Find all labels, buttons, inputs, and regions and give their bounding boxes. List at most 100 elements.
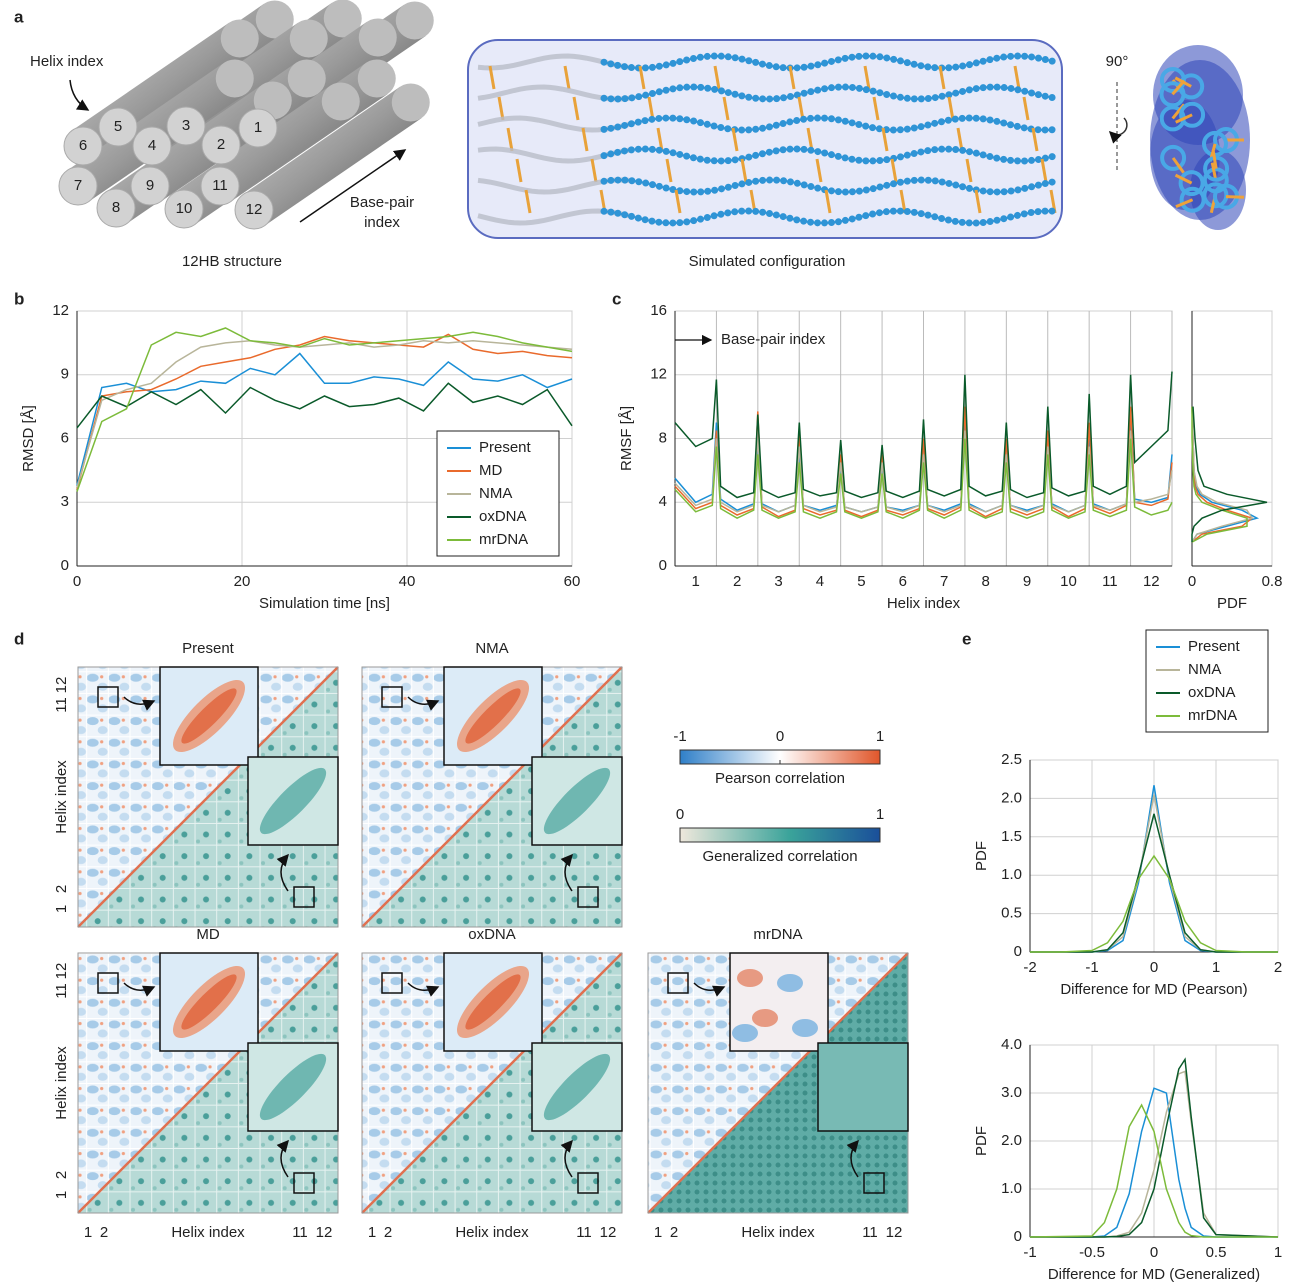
- y-axis-label: PDF: [973, 841, 990, 871]
- colorbar-tick-label: 1: [876, 806, 884, 823]
- colorbar-tick-label: 1: [876, 728, 884, 745]
- inset-blob: [792, 1019, 818, 1037]
- colorbar-label: Generalized correlation: [702, 848, 857, 865]
- panel-label: d: [14, 629, 24, 648]
- heatmap-axis-label: Helix index: [171, 1224, 245, 1241]
- helix-number: 10: [176, 200, 193, 217]
- legend-label: oxDNA: [1188, 684, 1236, 701]
- y-tick-label: 3: [61, 493, 69, 510]
- x-tick-label: 1: [692, 573, 700, 590]
- heatmap-tick-label: 1: [53, 1191, 70, 1199]
- x-tick-label: 5: [857, 573, 865, 590]
- x-tick-label: -0.5: [1079, 1244, 1105, 1261]
- y-tick-label: 3.0: [1001, 1084, 1022, 1101]
- colorbar: [680, 828, 880, 842]
- rotation-arrow: [1110, 118, 1127, 135]
- y-axis-label: PDF: [973, 1126, 990, 1156]
- legend-label: mrDNA: [1188, 707, 1237, 724]
- y-tick-label: 16: [650, 302, 667, 319]
- x-tick-label: 0: [73, 573, 81, 590]
- inset-generalized: [818, 1043, 908, 1131]
- x-axis-label: Helix index: [887, 595, 961, 612]
- helix-body-end: [221, 19, 259, 57]
- x-tick-label: 1: [1212, 959, 1220, 976]
- helix-body-end: [290, 19, 328, 57]
- legend-label: Present: [1188, 638, 1241, 655]
- colorbar-tick-label: 0: [776, 728, 784, 745]
- x-tick-label: 11: [1102, 573, 1118, 590]
- heatmap-title: Present: [182, 640, 235, 657]
- heatmap-title: MD: [196, 926, 219, 943]
- legend-label: oxDNA: [479, 508, 527, 525]
- heatmap-tick-label: 12: [600, 1224, 617, 1241]
- heatmap-tick-label: 12: [316, 1224, 333, 1241]
- heatmap-tick-label: 2: [670, 1224, 678, 1241]
- y-tick-label: 1.0: [1001, 866, 1022, 883]
- heatmap-title: NMA: [475, 640, 508, 657]
- x-tick-label: 3: [774, 573, 782, 590]
- y-tick-label: 12: [52, 302, 69, 319]
- heatmap-tick-label: 2: [53, 885, 70, 893]
- helix-body-end: [216, 59, 254, 97]
- helix-body-end: [358, 59, 396, 97]
- helix-body-end: [322, 82, 360, 120]
- x-tick-label: 2: [1274, 959, 1282, 976]
- y-tick-label: 12: [650, 366, 667, 383]
- x-tick-label: 0: [1188, 573, 1196, 590]
- helix-number: 4: [148, 137, 156, 154]
- y-tick-label: 0: [1014, 1228, 1022, 1245]
- y-tick-label: 0: [1014, 943, 1022, 960]
- x-tick-label: -2: [1023, 959, 1036, 976]
- helix-number: 12: [246, 201, 263, 218]
- heatmap-tick-label: 2: [53, 1171, 70, 1179]
- y-tick-label: 9: [61, 366, 69, 383]
- legend-label: MD: [479, 462, 502, 479]
- legend-label: NMA: [479, 485, 512, 502]
- heatmap-tick-label: 1: [84, 1224, 92, 1241]
- heatmap-tick-label: 1: [368, 1224, 376, 1241]
- x-tick-label: 0.8: [1262, 573, 1283, 590]
- y-tick-label: 0: [659, 557, 667, 574]
- colorbar-tick-label: -1: [673, 728, 686, 745]
- heatmap-axis-label: Helix index: [53, 760, 70, 834]
- heatmap-tick-label: 11: [576, 1224, 592, 1241]
- heatmap-tick-label: 11: [862, 1224, 878, 1241]
- inset-blob: [732, 1024, 758, 1042]
- y-tick-label: 8: [659, 429, 667, 446]
- heatmap-tick-label: 12: [886, 1224, 903, 1241]
- end-view-link: [1226, 197, 1244, 198]
- base-pair-label: index: [364, 214, 400, 231]
- helix-number: 5: [114, 118, 122, 135]
- legend-label: Present: [479, 439, 532, 456]
- heatmap-tick-label: 12: [53, 677, 70, 694]
- heatmap-tick-label: 1: [53, 905, 70, 913]
- inset-blob: [777, 974, 803, 992]
- x-tick-label: 40: [399, 573, 416, 590]
- helix-number: 9: [146, 177, 154, 194]
- inset-blob: [752, 1009, 778, 1027]
- y-tick-label: 1.0: [1001, 1180, 1022, 1197]
- heatmap-axis-label: Helix index: [741, 1224, 815, 1241]
- x-axis-label: Difference for MD (Generalized): [1048, 1266, 1260, 1283]
- page: { "panel_labels": ["a", "b", "c", "d", "…: [0, 0, 1300, 1288]
- heatmap-title: oxDNA: [468, 926, 516, 943]
- base-pair-label: Base-pair: [350, 194, 414, 211]
- x-tick-label: 4: [816, 573, 824, 590]
- helix-number: 7: [74, 177, 82, 194]
- envelope: [468, 40, 1062, 238]
- helix-body-end: [396, 1, 434, 39]
- y-tick-label: 1.5: [1001, 828, 1022, 845]
- inset-blob: [737, 969, 763, 987]
- heatmap-tick-label: 12: [53, 963, 70, 980]
- y-axis-label: RMSD [Å]: [20, 405, 37, 472]
- panel-label: b: [14, 289, 24, 308]
- heatmap-axis-label: Helix index: [455, 1224, 529, 1241]
- pointer-arrow: [70, 80, 88, 110]
- x-tick-label: -1: [1085, 959, 1098, 976]
- y-axis-label: RMSF [Å]: [618, 406, 635, 471]
- heatmap-tick-label: 11: [292, 1224, 308, 1241]
- x-tick-label: 8: [981, 573, 989, 590]
- x-tick-label: 60: [564, 573, 581, 590]
- panel-label: a: [14, 7, 24, 26]
